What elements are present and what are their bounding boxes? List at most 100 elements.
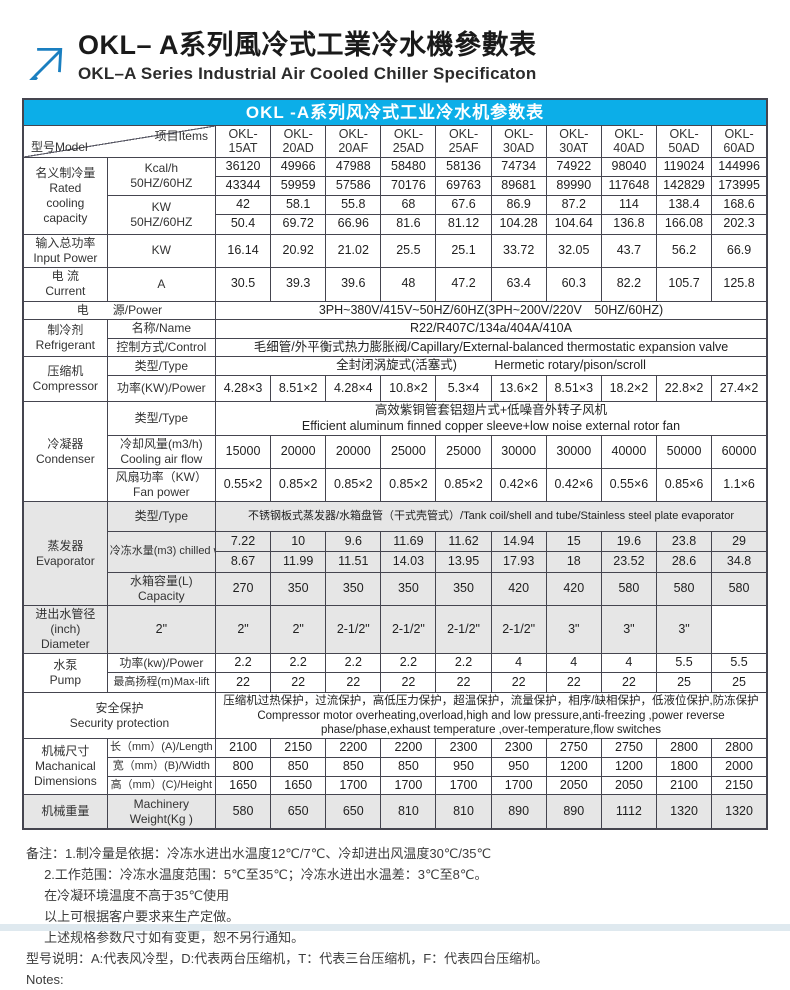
row-label: A: [106, 266, 216, 302]
table-cell: 138.4: [655, 194, 713, 215]
table-cell: 2-1/2": [380, 605, 437, 655]
row-group-label: 电 流 Current: [22, 266, 108, 302]
table-cell: 21.02: [325, 233, 382, 268]
table-cell: 2200: [325, 738, 382, 758]
row-label: 进出水管径(inch) Diameter: [22, 605, 108, 655]
note-line: 以上可根据客户要求来生产定做。: [26, 908, 240, 924]
table-cell: 2-1/2": [490, 605, 547, 655]
table-cell: 43344: [214, 175, 272, 196]
table-cell: 4: [600, 653, 657, 674]
model-header: OKL- 20AF: [325, 124, 382, 158]
table-cell: 2-1/2": [325, 605, 382, 655]
table-cell: 36120: [214, 156, 272, 177]
table-cell: 50000: [655, 435, 713, 470]
table-cell: 2100: [214, 738, 272, 758]
table-cell: 20.92: [270, 233, 327, 268]
table-cell: 81.6: [380, 213, 437, 235]
note-line: Notes:: [26, 972, 64, 988]
table-cell: 57586: [325, 175, 382, 196]
table-cell: 4.28×4: [325, 375, 382, 402]
table-cell: 1800: [655, 757, 713, 777]
table-cell: 22: [545, 672, 602, 694]
table-cell: 20000: [270, 435, 327, 470]
table-cell: 105.7: [655, 266, 713, 302]
table-cell: 81.12: [435, 213, 492, 235]
table-cell: 22: [490, 672, 547, 694]
table-cell: 43.7: [600, 233, 657, 268]
table-cell: 104.28: [490, 213, 547, 235]
table-cell: 117648: [600, 175, 657, 196]
table-cell: 2": [214, 605, 272, 655]
table-cell: 69.72: [270, 213, 327, 235]
note-line: 2.工作范围：冷冻水温度范围：5℃至35℃；冷冻水进出水温差：3℃至8℃。: [26, 866, 488, 882]
table-cell: 1112: [600, 794, 657, 830]
table-row: 43344 59959 57586 70176 69763 89681 89990 11764…: [23, 175, 768, 196]
model-header: OKL- 30AT: [545, 124, 602, 158]
table-cell: 30.5: [214, 266, 272, 302]
table-cell: 810: [435, 794, 492, 830]
table-cell: 58480: [380, 156, 437, 177]
note-line: 在冷凝环境温度不高于35℃使用: [26, 887, 230, 903]
table-cell: 48: [380, 266, 437, 302]
table-cell: 0.85×2: [380, 468, 437, 503]
table-row: 安全保护 Security protection 压缩机过热保护，过流保护，高低压…: [22, 692, 768, 740]
table-cell: 1200: [545, 757, 602, 777]
table-cell: 2": [270, 605, 327, 655]
table-cell: 0.42×6: [545, 468, 602, 503]
table-row: 电 源/Power 3PH~380V/415V~50HZ/60HZ(3PH~200…: [22, 300, 768, 321]
table-cell: 420: [490, 572, 547, 607]
security-protection-value: 压缩机过热保护，过流保护，高低压力保护，超温保护，流量保护，相序/缺相保护，低液…: [214, 692, 768, 740]
table-cell: 350: [325, 572, 382, 607]
table-cell: 1700: [325, 775, 382, 796]
table-cell: 47.2: [435, 266, 492, 302]
row-label: 类型/Type: [106, 400, 216, 437]
table-cell: 3": [600, 605, 657, 655]
table-row: 高（mm）(C)/Height 1650 1650 1700 1700 1700 1700 2…: [23, 775, 768, 796]
table-cell: 67.6: [435, 194, 492, 215]
compressor-type-value: 全封闭涡旋式(活塞式) Hermetic rotary/pison/scroll: [214, 356, 768, 376]
table-cell: 74734: [490, 156, 547, 177]
table-cell: 20000: [325, 435, 382, 470]
row-label: 名称/Name: [106, 319, 216, 339]
table-cell: 950: [490, 757, 547, 777]
table-cell: 650: [270, 794, 327, 830]
table-cell: 27.4×2: [711, 375, 768, 402]
table-cell: 16.14: [214, 233, 272, 268]
table-cell: 850: [325, 757, 382, 777]
table-cell: 7.22: [214, 531, 272, 553]
table-cell: 28.6: [655, 551, 713, 574]
table-row: 制冷剂 Refrigerant 名称/Name R22/R407C/134a/404…: [22, 319, 768, 358]
table-cell: 1320: [655, 794, 713, 830]
row-group-label: 压缩机 Compressor: [22, 356, 108, 402]
row-label: KW 50HZ/60HZ: [106, 194, 216, 235]
model-header: OKL- 30AD: [490, 124, 547, 158]
model-header: OKL- 50AD: [655, 124, 713, 158]
table-cell: 1.1×6: [711, 468, 768, 503]
table-cell: 166.08: [655, 213, 713, 235]
table-cell: 23.52: [600, 551, 657, 574]
table-cell: 580: [600, 572, 657, 607]
row-label: 高（mm）(C)/Height: [106, 775, 216, 796]
table-row: 输入总功率 Input Power KW 16.14 20.92 21.02 25.5 25…: [22, 233, 768, 268]
row-group-label: 机械尺寸 Machanical Dimensions: [22, 738, 108, 796]
table-cell: 580: [214, 794, 272, 830]
row-label: 风扇功率（KW） Fan power: [106, 468, 216, 503]
row-label: 冷却风量(m3/h) Cooling air flow: [106, 435, 216, 470]
row-group-label: 安全保护 Security protection: [22, 692, 216, 740]
table-cell: 3": [545, 605, 602, 655]
table-cell: 420: [545, 572, 602, 607]
table-cell: 25: [711, 672, 768, 694]
table-cell: 350: [270, 572, 327, 607]
table-cell: 58.1: [270, 194, 327, 215]
row-label: 控制方式/Control: [106, 337, 216, 358]
table-cell: 11.99: [270, 551, 327, 574]
page-subtitle: OKL–A Series Industrial Air Cooled Chill…: [78, 64, 537, 84]
table-cell: 60000: [711, 435, 768, 470]
table-cell: 25.1: [435, 233, 492, 268]
table-cell: 14.94: [490, 531, 547, 553]
table-cell: 22: [270, 672, 327, 694]
table-cell: 15000: [214, 435, 272, 470]
table-cell: 125.8: [711, 266, 768, 302]
table-cell: 25: [655, 672, 713, 694]
table-cell: 2050: [545, 775, 602, 796]
